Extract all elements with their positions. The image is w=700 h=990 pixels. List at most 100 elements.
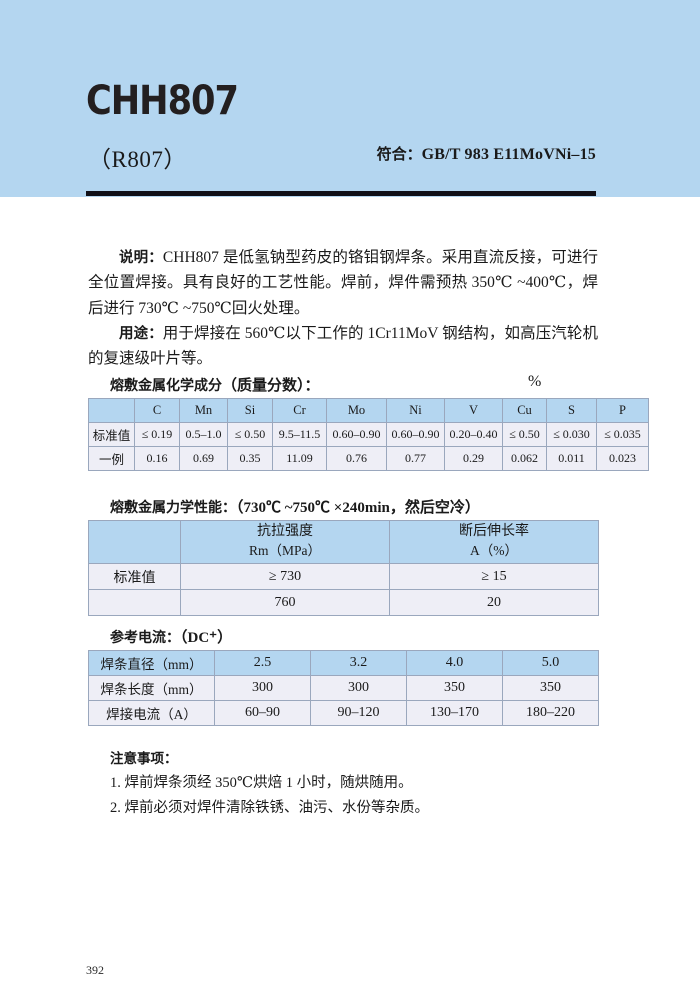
chem-standard-s: ≤ 0.030 (546, 422, 597, 447)
mech-row-label-standard: 标准值 (88, 563, 181, 590)
notes-block: 注意事项： 1. 焊前焊条须经 350℃烘焙 1 小时，随烘随用。 2. 焊前必… (110, 748, 600, 821)
current-caption-extra: （DC⁺） (180, 630, 233, 646)
note-item: 1. 焊前焊条须经 350℃烘焙 1 小时，随烘随用。 (110, 775, 413, 792)
chem-standard-ni: 0.60–0.90 (386, 422, 445, 447)
chem-col-mn: Mn (179, 398, 228, 423)
current-length-3: 350 (406, 675, 503, 701)
table-row: 焊条长度（mm） 300 300 350 350 (88, 675, 599, 701)
current-amperage-4: 180–220 (502, 700, 599, 726)
table-row: 一例 0.16 0.69 0.35 11.09 0.76 0.77 0.29 0… (88, 446, 649, 471)
current-row-label-diameter: 焊条直径（mm） (88, 650, 215, 676)
chem-col-s: S (546, 398, 597, 423)
table-row: 焊接电流（A） 60–90 90–120 130–170 180–220 (88, 700, 599, 726)
page-number: 392 (86, 963, 104, 977)
standard-label: 符合： (376, 145, 422, 163)
current-caption: 参考电流：（DC⁺） (110, 626, 232, 647)
usage-text: 用于焊接在 560℃以下工作的 1Cr11MoV 钢结构，如高压汽轮机的复速级叶… (88, 324, 598, 368)
table-header-row: C Mn Si Cr Mo Ni V Cu S P (88, 398, 649, 423)
mech-standard-tensile: ≥ 730 (180, 563, 390, 590)
table-header-row: 抗拉强度 Rm（MPa） 断后伸长率 A（%） (88, 520, 599, 564)
current-diameter-4: 5.0 (502, 650, 599, 676)
current-amperage-1: 60–90 (214, 700, 311, 726)
chem-header-blank (88, 398, 135, 423)
description-text: CHH807 是低氢钠型药皮的铬钼钢焊条。采用直流反接，可进行全位置焊接。具有良… (88, 249, 598, 317)
chem-col-p: P (596, 398, 649, 423)
chem-standard-v: 0.20–0.40 (444, 422, 503, 447)
chem-sample-cr: 11.09 (272, 446, 327, 471)
chem-col-c: C (134, 398, 180, 423)
header-divider (86, 191, 596, 196)
mech-col-tensile-title: 抗拉强度 (257, 524, 313, 540)
chem-col-ni: Ni (386, 398, 445, 423)
chem-standard-si: ≤ 0.50 (227, 422, 273, 447)
mech-col-tensile: 抗拉强度 Rm（MPa） (180, 520, 390, 564)
current-length-2: 300 (310, 675, 407, 701)
chem-caption: 熔敷金属化学成分（质量分数）： (110, 374, 320, 395)
chem-sample-mn: 0.69 (179, 446, 228, 471)
mech-caption-extra: （730℃ ~750℃ ×240min，然后空冷） (236, 500, 480, 516)
reference-current-table: 焊条直径（mm） 2.5 3.2 4.0 5.0 焊条长度（mm） 300 30… (88, 650, 599, 726)
chem-col-si: Si (227, 398, 273, 423)
chem-sample-ni: 0.77 (386, 446, 445, 471)
chem-standard-cu: ≤ 0.50 (502, 422, 547, 447)
chem-sample-v: 0.29 (444, 446, 503, 471)
description-paragraph: 说明：CHH807 是低氢钠型药皮的铬钼钢焊条。采用直流反接，可进行全位置焊接。… (88, 245, 598, 321)
chem-caption-extra: （质量分数）： (222, 378, 320, 394)
current-amperage-3: 130–170 (406, 700, 503, 726)
current-amperage-2: 90–120 (310, 700, 407, 726)
mech-col-tensile-sub: Rm（MPa） (248, 543, 321, 559)
usage-label: 用途： (119, 325, 163, 342)
mech-row-label-sample (88, 589, 181, 616)
current-row-label-amperage: 焊接电流（A） (88, 700, 215, 726)
table-row: 760 20 (88, 589, 599, 616)
current-diameter-2: 3.2 (310, 650, 407, 676)
current-diameter-1: 2.5 (214, 650, 311, 676)
chem-col-v: V (444, 398, 503, 423)
notes-title: 注意事项： (110, 751, 178, 767)
chem-standard-mn: 0.5–1.0 (179, 422, 228, 447)
chem-sample-mo: 0.76 (326, 446, 387, 471)
chem-sample-si: 0.35 (227, 446, 273, 471)
chem-standard-p: ≤ 0.035 (596, 422, 649, 447)
chem-standard-mo: 0.60–0.90 (326, 422, 387, 447)
description-label: 说明： (119, 250, 163, 266)
chem-row-label-standard: 标准值 (88, 422, 135, 447)
standard-reference: 符合：GB/T 983 E11MoVNi–15 (377, 143, 596, 164)
current-diameter-3: 4.0 (406, 650, 503, 676)
chem-sample-s: 0.011 (546, 446, 597, 471)
description-block: 说明：CHH807 是低氢钠型药皮的铬钼钢焊条。采用直流反接，可进行全位置焊接。… (88, 245, 598, 371)
note-item: 2. 焊前必须对焊件清除铁锈、油污、水份等杂质。 (110, 800, 429, 817)
mech-col-elongation-sub: A（%） (470, 543, 518, 559)
mech-caption-main: 熔敷金属力学性能： (110, 500, 236, 516)
mech-col-elongation-title: 断后伸长率 (459, 524, 529, 540)
usage-paragraph: 用途：用于焊接在 560℃以下工作的 1Cr11MoV 钢结构，如高压汽轮机的复… (88, 321, 598, 372)
chem-sample-c: 0.16 (134, 446, 180, 471)
table-row: 标准值 ≥ 730 ≥ 15 (88, 563, 599, 590)
chemical-composition-table: C Mn Si Cr Mo Ni V Cu S P 标准值 ≤ 0.19 0.5… (88, 398, 649, 471)
table-header-row: 焊条直径（mm） 2.5 3.2 4.0 5.0 (88, 650, 599, 676)
mech-col-elongation: 断后伸长率 A（%） (389, 520, 599, 564)
mech-sample-elongation: 20 (389, 589, 599, 616)
page-title: CHH807 (86, 78, 239, 124)
chem-row-label-sample: 一例 (88, 446, 135, 471)
standard-value: GB/T 983 E11MoVNi–15 (421, 146, 596, 163)
chem-col-mo: Mo (326, 398, 387, 423)
current-length-4: 350 (502, 675, 599, 701)
chem-sample-cu: 0.062 (502, 446, 547, 471)
mech-header-blank (88, 520, 181, 564)
current-caption-main: 参考电流： (110, 630, 180, 646)
header-band (0, 0, 700, 197)
chem-unit-label: % (528, 373, 542, 390)
mech-caption: 熔敷金属力学性能：（730℃ ~750℃ ×240min，然后空冷） (110, 496, 480, 517)
mechanical-properties-table: 抗拉强度 Rm（MPa） 断后伸长率 A（%） 标准值 ≥ 730 ≥ 15 7… (88, 520, 599, 616)
chem-sample-p: 0.023 (596, 446, 649, 471)
mech-standard-elongation: ≥ 15 (389, 563, 599, 590)
mech-sample-tensile: 760 (180, 589, 390, 616)
current-length-1: 300 (214, 675, 311, 701)
chem-col-cr: Cr (272, 398, 327, 423)
table-row: 标准值 ≤ 0.19 0.5–1.0 ≤ 0.50 9.5–11.5 0.60–… (88, 422, 649, 447)
chem-standard-c: ≤ 0.19 (134, 422, 180, 447)
chem-caption-main: 熔敷金属化学成分 (110, 378, 222, 394)
product-alias: （R807） (88, 147, 187, 172)
current-row-label-length: 焊条长度（mm） (88, 675, 215, 701)
